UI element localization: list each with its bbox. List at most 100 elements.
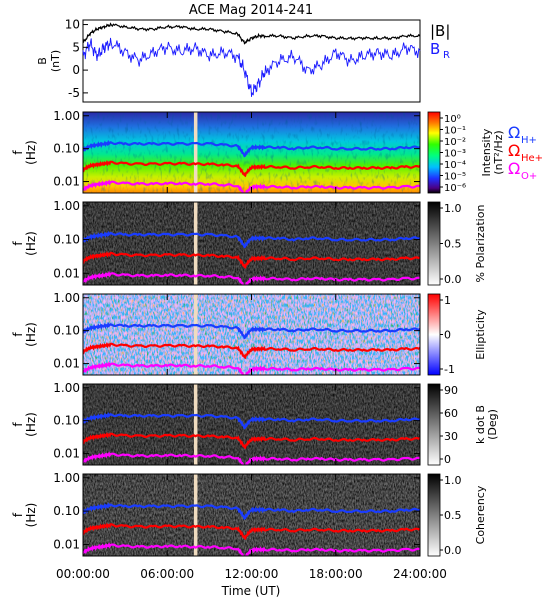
legend-entry: Ω	[508, 123, 520, 142]
colorbar-tick-label: 10⁻²	[444, 137, 466, 148]
y-axis-label-line: B	[36, 57, 49, 65]
y-tick-label: 0.10	[53, 233, 80, 247]
y-axis-label-line: (nT)	[49, 50, 62, 72]
spectrogram-image	[83, 202, 420, 285]
y-tick-label: 1.00	[53, 291, 80, 305]
x-tick-label: 12:00:00	[225, 567, 279, 581]
psd-panel: 1.00 0.10 0.01 f (Hz) 10⁰10⁻¹10⁻²10⁻³10⁻⁴10⁻⁵…	[11, 109, 543, 194]
ion-legend: Ω H+Ω He+Ω O+	[508, 123, 543, 182]
gyrofrequency-curve	[83, 139, 420, 158]
y-axis-label-line: (Hz)	[24, 412, 38, 437]
colorbar-label-line: k dot B	[474, 405, 487, 444]
colorbar-tick-label: 10⁻⁴	[444, 160, 466, 171]
gyrofrequency-curve	[83, 361, 420, 375]
legend-entry-subscript: He+	[521, 153, 543, 164]
y-tick-label: 1.00	[53, 381, 80, 395]
gyrofrequency-curve	[83, 451, 420, 465]
gyrofrequency-curve	[83, 251, 420, 269]
y-tick-label: 0	[72, 63, 80, 77]
colorbar-tick-label: 0	[444, 329, 451, 342]
spectrogram-texture	[83, 294, 420, 375]
y-axis-label: f (Hz)	[11, 412, 38, 437]
y-tick-label: 1.00	[53, 471, 80, 485]
colorbar-label: % Polarization	[474, 205, 487, 283]
colorbar	[427, 111, 441, 194]
legend: |B|B R	[430, 22, 450, 61]
colorbar-tick-label: 0	[444, 453, 451, 466]
legend-entry: |B|	[430, 22, 450, 40]
colorbar-label: Ellipticity	[474, 309, 487, 360]
y-tick-label: 0.01	[53, 447, 80, 461]
data-gap	[193, 384, 198, 465]
gyrofrequency-curve	[83, 270, 420, 285]
y-axis-label: f (Hz)	[11, 140, 38, 165]
series-line	[82, 37, 421, 97]
y-tick-label: 1.00	[53, 199, 80, 213]
spectrogram-texture	[83, 112, 420, 193]
x-tick-label: 00:00:00	[56, 567, 110, 581]
x-axis-label: Time (UT)	[221, 584, 281, 598]
colorbar-label: k dot B (Deg)	[474, 405, 499, 444]
colorbar-label-line: % Polarization	[474, 205, 487, 283]
gyrofrequency-curve	[83, 321, 420, 340]
gyrofrequency-curve	[83, 431, 420, 450]
colorbar	[427, 383, 441, 466]
y-axis-label: f (Hz)	[11, 231, 38, 256]
colorbar-tick-label: 1.0	[444, 474, 462, 487]
colorbar-tick-label: 0.0	[444, 544, 462, 557]
legend-entry: Ω	[508, 159, 520, 178]
colorbar-label-line: Intensity	[480, 128, 493, 176]
legend-entry: B	[430, 40, 440, 58]
gyrofrequency-curve	[83, 542, 420, 556]
colorbar	[427, 473, 441, 557]
data-gap	[193, 294, 198, 375]
y-tick-label: 1.00	[53, 109, 80, 123]
y-axis-label: f (Hz)	[11, 503, 38, 528]
x-tick-label: 24:00:00	[393, 567, 447, 581]
y-tick-label: -5	[68, 86, 80, 100]
colorbar-label-line: Ellipticity	[474, 309, 487, 360]
coherency-panel: 1.00 0.10 0.01 f (Hz) 1.0 0.5 0.0 Coherency	[11, 471, 487, 557]
y-axis-label-line: f	[11, 332, 25, 337]
spectrogram-texture	[83, 384, 420, 465]
gyrofrequency-curve	[83, 522, 420, 541]
colorbar-tick-label: -1	[444, 363, 455, 376]
colorbar-tick-label: 10⁻¹	[444, 126, 466, 137]
colorbar-tick-label: 10⁻³	[444, 149, 466, 160]
y-axis-label-line: f	[11, 422, 25, 427]
ellipticity-panel: 1.00 0.10 0.01 f (Hz) 1 0 -1 Ellipticity	[11, 291, 487, 376]
chart-title: ACE Mag 2014-241	[189, 3, 313, 18]
colorbar-tick-label: 0.5	[444, 509, 462, 522]
colorbar-label-line: Coherency	[474, 485, 487, 544]
colorbar-tick-label: 1	[444, 294, 451, 307]
gyrofrequency-curve	[83, 230, 420, 249]
y-axis-label-line: (Hz)	[24, 231, 38, 256]
legend-entry-subscript: H+	[521, 135, 537, 146]
y-tick-label: 0.01	[53, 175, 80, 189]
y-axis-label: B (nT)	[36, 50, 62, 72]
legend-entry-subscript: O+	[521, 171, 537, 182]
x-tick-label: 18:00:00	[309, 567, 363, 581]
colorbar-label-line: (Deg)	[486, 409, 499, 440]
gyrofrequency-curve	[83, 159, 420, 178]
y-tick-label: 0.01	[53, 266, 80, 280]
y-axis-label-line: f	[11, 150, 25, 155]
spectrogram-image	[83, 294, 420, 375]
colorbar-tick-label: 30	[444, 430, 458, 443]
k-dot-b-panel: 1.00 0.10 0.01 f (Hz) 90 60 30 0 k dot B (Deg)	[11, 381, 499, 466]
spectrogram-texture	[83, 202, 420, 285]
colorbar-label: Intensity (nT²/Hz)	[480, 128, 505, 176]
colorbar-tick-label: 0.0	[444, 273, 462, 286]
y-axis-label-line: (Hz)	[24, 322, 38, 347]
y-tick-label: 0.10	[53, 504, 80, 518]
spectrogram-image	[83, 384, 420, 465]
legend-entry: Ω	[508, 141, 520, 160]
colorbar-tick-label: 10⁻⁶	[444, 183, 466, 194]
polarization-panel: 1.00 0.10 0.01 f (Hz) 1.0 0.5 0.0 % Polarization	[11, 199, 487, 286]
colorbar-tick-label: 10⁰	[444, 114, 461, 125]
y-axis-label-line: (Hz)	[24, 140, 38, 165]
spectrogram-texture	[83, 474, 420, 556]
spectrogram-image	[83, 474, 420, 556]
series-line	[82, 22, 421, 45]
